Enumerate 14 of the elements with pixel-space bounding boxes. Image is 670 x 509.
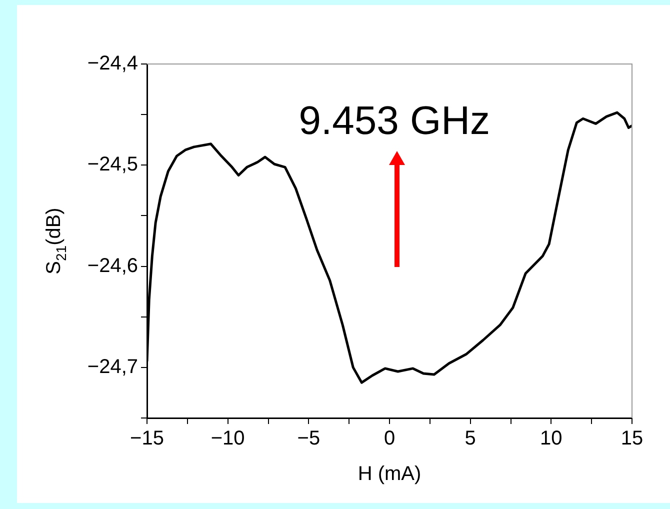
x-tick-label: 5 — [464, 428, 476, 450]
x-tick-label: 10 — [540, 428, 562, 450]
x-tick-label: 0 — [384, 428, 396, 450]
y-tick-label: −24,7 — [87, 356, 138, 378]
y-axis-title: S21(dB) — [43, 208, 69, 274]
x-tick-label: −15 — [130, 428, 164, 450]
annotation: 9.453 GHz — [298, 99, 490, 143]
y-tick-label: −24,5 — [87, 154, 138, 176]
y-tick-label: −24,6 — [87, 254, 138, 277]
x-axis-title: H (mA) — [358, 463, 422, 485]
y-tick-label: −24,4 — [87, 52, 138, 75]
x-tick-label: −5 — [297, 428, 320, 450]
x-tick-label: −10 — [210, 428, 245, 450]
x-tick-label: 15 — [620, 428, 644, 450]
